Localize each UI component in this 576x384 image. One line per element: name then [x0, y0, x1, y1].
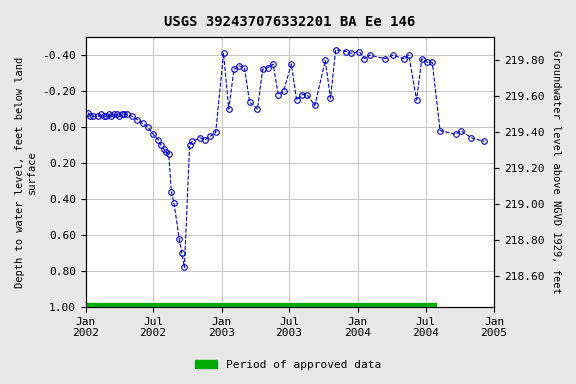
Title: USGS 392437076332201 BA Ee 146: USGS 392437076332201 BA Ee 146	[164, 15, 415, 29]
Y-axis label: Groundwater level above NGVD 1929, feet: Groundwater level above NGVD 1929, feet	[551, 50, 561, 294]
Y-axis label: Depth to water level, feet below land
surface: Depth to water level, feet below land su…	[15, 56, 37, 288]
Legend: Period of approved data: Period of approved data	[191, 356, 385, 375]
